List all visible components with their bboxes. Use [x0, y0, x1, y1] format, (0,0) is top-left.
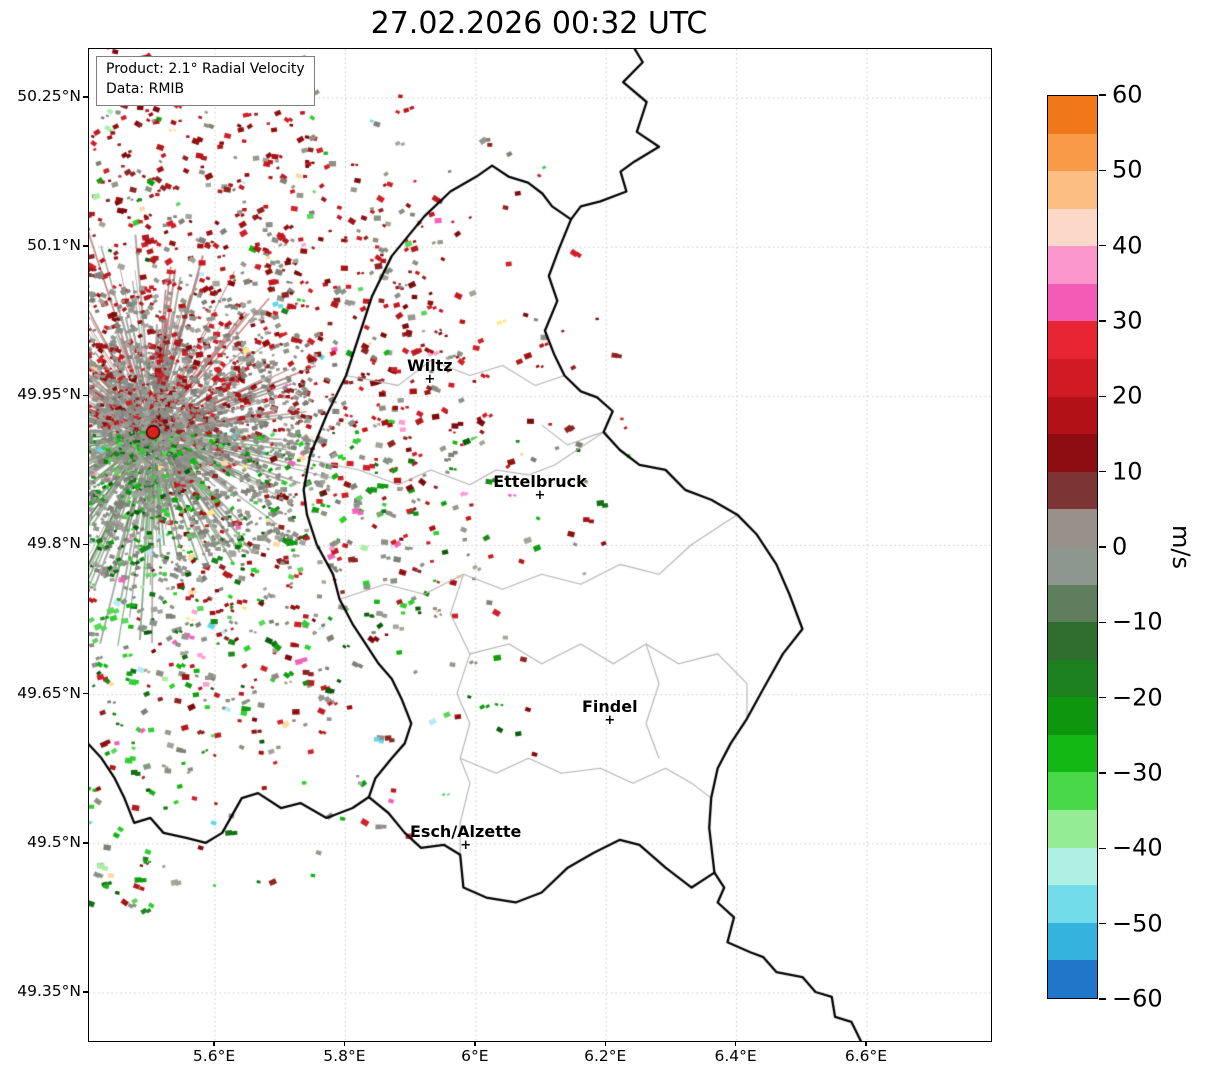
colorbar-tick-label: 30 — [1112, 306, 1143, 335]
colorbar-band — [1048, 960, 1097, 998]
colorbar-band — [1048, 434, 1097, 472]
colorbar-tick-mark — [1099, 320, 1106, 322]
colorbar-tick-label: −50 — [1112, 909, 1163, 938]
colorbar-tick-mark — [1099, 546, 1106, 548]
lat-tick-label: 49.35°N — [17, 981, 81, 1000]
colorbar-band — [1048, 885, 1097, 923]
colorbar-tick-label: −30 — [1112, 758, 1163, 787]
city-marker: + — [604, 712, 616, 728]
colorbar-tick-mark — [1099, 998, 1106, 1000]
lon-tick-label: 5.8°E — [323, 1047, 366, 1065]
lon-tick-mark — [474, 1041, 476, 1046]
colorbar-band — [1048, 772, 1097, 810]
radar-map-canvas — [89, 49, 991, 1041]
colorbar-band — [1048, 96, 1097, 134]
colorbar-band — [1048, 396, 1097, 435]
figure-title: 27.02.2026 00:32 UTC — [370, 6, 708, 41]
colorbar-tick-mark — [1099, 244, 1106, 247]
lat-tick-mark — [83, 842, 88, 844]
lat-tick-label: 49.65°N — [17, 683, 81, 702]
lat-tick-label: 49.8°N — [27, 534, 81, 553]
colorbar-tick-mark — [1099, 696, 1106, 699]
city-label: Wiltz — [407, 356, 453, 376]
lat-tick-label: 49.95°N — [17, 385, 81, 404]
colorbar-band — [1048, 283, 1097, 322]
lat-tick-mark — [83, 692, 88, 695]
lon-tick-label: 6.2°E — [584, 1047, 627, 1065]
colorbar-tick-mark — [1099, 847, 1106, 850]
city-label: Esch/Alzette — [409, 821, 522, 841]
colorbar-tick-mark — [1099, 922, 1106, 925]
colorbar — [1047, 95, 1098, 999]
lat-tick-mark — [83, 245, 88, 247]
colorbar-tick-label: −40 — [1112, 833, 1163, 862]
lon-tick-label: 5.6°E — [192, 1047, 236, 1065]
colorbar-band — [1048, 133, 1097, 172]
colorbar-band — [1048, 246, 1097, 284]
lat-tick-mark — [83, 991, 88, 993]
colorbar-tick-mark — [1099, 621, 1106, 624]
colorbar-tick-mark — [1099, 395, 1106, 398]
colorbar-tick-label: −10 — [1112, 607, 1163, 636]
lat-tick-mark — [83, 543, 88, 546]
colorbar-tick-label: 10 — [1112, 457, 1143, 486]
colorbar-tick-label: 20 — [1112, 381, 1143, 410]
colorbar-band — [1048, 208, 1097, 247]
colorbar-band — [1048, 509, 1097, 547]
colorbar-tick-label: −60 — [1112, 984, 1163, 1013]
colorbar-band — [1048, 359, 1097, 397]
city-marker: + — [534, 487, 546, 503]
product-info-box: Product: 2.1° Radial Velocity Data: RMIB — [96, 56, 315, 106]
lat-tick-label: 49.5°N — [27, 832, 81, 851]
colorbar-band — [1048, 622, 1097, 660]
lon-tick-mark — [865, 1041, 867, 1046]
colorbar-tick-label: 0 — [1112, 532, 1128, 561]
city-label: Findel — [581, 696, 638, 716]
lon-tick-mark — [604, 1041, 606, 1046]
lon-tick-label: 6°E — [461, 1047, 489, 1065]
colorbar-band — [1048, 809, 1097, 848]
colorbar-band — [1048, 584, 1097, 623]
city-label: Ettelbruck — [493, 471, 587, 491]
colorbar-band — [1048, 734, 1097, 773]
product-label: Product: 2.1° Radial Velocity — [106, 61, 305, 77]
map-plot-area: Product: 2.1° Radial Velocity Data: RMIB — [88, 48, 992, 1042]
colorbar-tick-mark — [1099, 470, 1106, 473]
colorbar-band — [1048, 171, 1097, 209]
colorbar-tick-label: 50 — [1112, 155, 1143, 184]
city-marker: + — [424, 372, 436, 388]
colorbar-tick-mark — [1099, 94, 1106, 96]
lat-tick-mark — [83, 96, 88, 98]
colorbar-tick-mark — [1099, 169, 1106, 172]
lat-tick-label: 50.25°N — [17, 87, 81, 106]
lon-tick-label: 6.4°E — [714, 1047, 757, 1065]
colorbar-band — [1048, 546, 1097, 585]
colorbar-tick-label: 60 — [1112, 80, 1143, 109]
lon-tick-label: 6.6°E — [844, 1047, 888, 1065]
colorbar-band — [1048, 321, 1097, 360]
colorbar-band — [1048, 922, 1097, 961]
colorbar-tick-mark — [1099, 772, 1106, 774]
lat-tick-label: 50.1°N — [27, 236, 81, 255]
colorbar-tick-label: 40 — [1112, 231, 1143, 260]
colorbar-band — [1048, 659, 1097, 698]
colorbar-band — [1048, 697, 1097, 735]
colorbar-band — [1048, 847, 1097, 886]
city-marker: + — [460, 837, 472, 853]
colorbar-band — [1048, 471, 1097, 510]
lat-tick-mark — [83, 394, 88, 397]
colorbar-tick-label: −20 — [1112, 683, 1163, 712]
lon-tick-mark — [734, 1041, 737, 1046]
lon-tick-mark — [213, 1041, 215, 1046]
lon-tick-mark — [343, 1041, 346, 1046]
colorbar-unit-label: m/s — [1167, 525, 1195, 569]
data-source-label: Data: RMIB — [106, 80, 185, 97]
